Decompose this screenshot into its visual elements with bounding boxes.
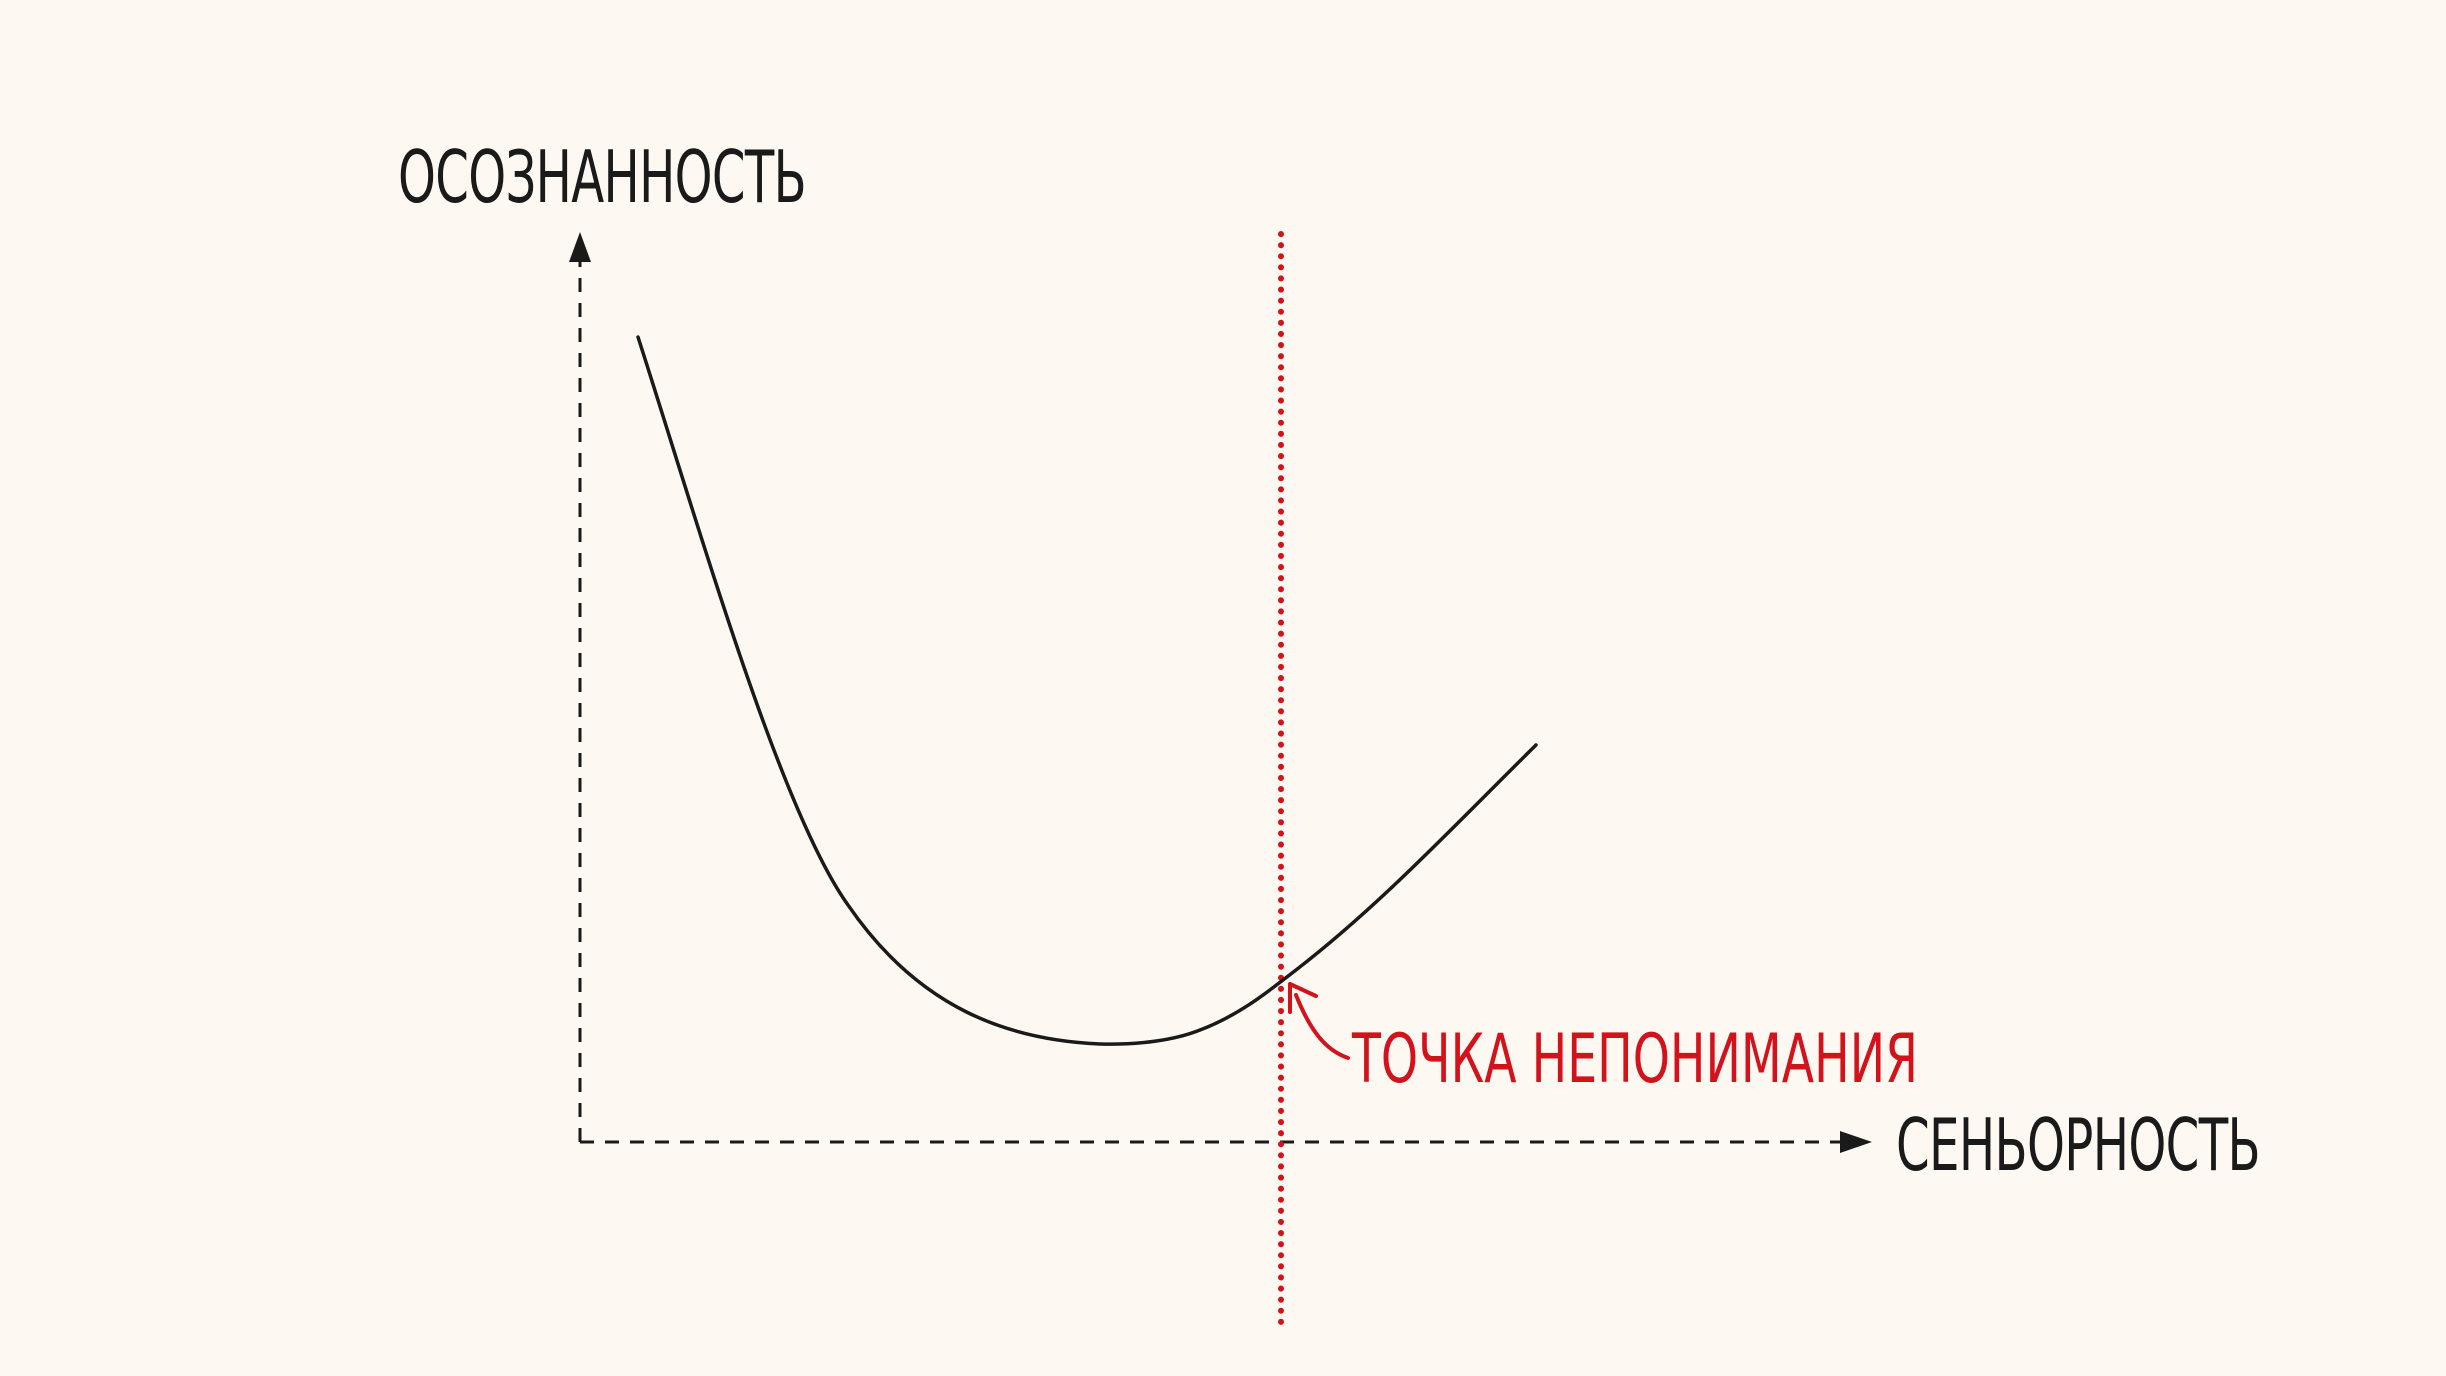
y-axis-label: ОСОЗНАННОСТЬ bbox=[398, 135, 806, 219]
y-axis-arrow-icon bbox=[569, 232, 591, 262]
annotation-label: ТОЧКА НЕПОНИМАНИЯ bbox=[1351, 1020, 1918, 1099]
x-axis-arrow-icon bbox=[1840, 1131, 1872, 1153]
annotation-arrow-line bbox=[1296, 995, 1348, 1058]
x-axis-label: СЕНЬОРНОСТЬ bbox=[1896, 1103, 2260, 1187]
awareness-curve bbox=[638, 337, 1536, 1044]
